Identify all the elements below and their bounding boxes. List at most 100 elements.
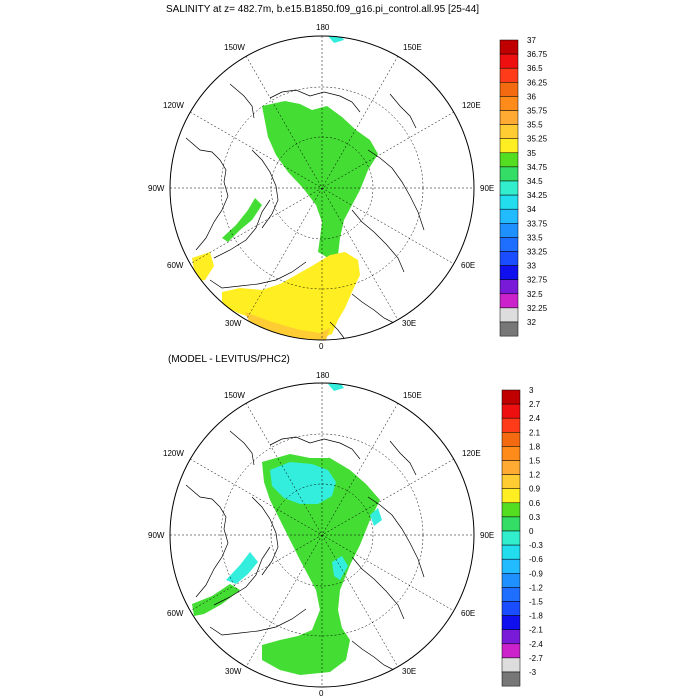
top-colorbar-label: 33.5 <box>527 233 543 242</box>
bottom-lon-label-120w: 120W <box>163 449 184 458</box>
bottom-diff-field-cyan-canada <box>270 462 336 504</box>
bottom-colorbar-label: 1.8 <box>529 442 541 451</box>
top-colorbar-swatch <box>499 237 519 252</box>
bottom-colorbar-label: 0.3 <box>529 513 541 522</box>
bottom-diff-field-cyan-spot <box>370 508 382 526</box>
top-panel-title: SALINITY at z= 482.7m, b.e15.B1850.f09_g… <box>166 4 480 15</box>
bottom-colorbar-swatch <box>501 516 521 532</box>
top-colorbar-label: 32.75 <box>527 276 548 285</box>
top-colorbar-swatch <box>499 124 519 139</box>
bottom-colorbar-label: -1.8 <box>529 612 543 621</box>
bottom-colorbar-label: 0.6 <box>529 499 541 508</box>
top-coastlines <box>185 83 425 339</box>
top-salinity-field-arctic <box>262 101 378 262</box>
top-colorbar-swatch <box>499 166 519 182</box>
bottom-colorbar-swatch <box>501 474 521 489</box>
bottom-colorbar-label: -3 <box>529 668 537 677</box>
bottom-colorbar-label: 2.1 <box>529 428 541 437</box>
top-colorbar-swatch <box>499 223 519 238</box>
top-lon-label-90e: 90E <box>480 184 494 193</box>
bottom-lon-label-30w: 30W <box>225 667 242 676</box>
bottom-colorbar-swatch <box>501 657 521 673</box>
top-colorbar-swatch <box>499 152 519 168</box>
top-colorbar-label: 35.75 <box>527 107 548 116</box>
top-colorbar-swatch <box>499 293 519 309</box>
bottom-lon-label-120e: 120E <box>462 449 481 458</box>
bottom-colorbar-swatch <box>501 615 521 630</box>
top-lon-label-60w: 60W <box>167 261 184 270</box>
top-colorbar-label: 32.25 <box>527 304 548 313</box>
bottom-colorbar-swatch <box>501 587 521 602</box>
top-colorbar-label: 34.25 <box>527 191 548 200</box>
top-colorbar-swatch <box>499 96 519 111</box>
top-salinity-field-nordic <box>222 252 360 338</box>
top-colorbar-swatch <box>499 82 519 97</box>
bottom-colorbar-swatch <box>501 629 521 645</box>
bottom-map-panel: 180 0 90W 90E 150W 150E 120W 120E 60W 60… <box>148 371 543 698</box>
top-lon-label-120e: 120E <box>462 101 481 110</box>
top-lon-label-180: 180 <box>316 23 330 32</box>
bottom-colorbar-swatch <box>501 502 521 518</box>
bottom-colorbar-label: 2.4 <box>529 414 541 423</box>
bottom-colorbar-label: 2.7 <box>529 400 541 409</box>
top-colorbar-label: 33 <box>527 262 536 271</box>
bottom-colorbar-swatch <box>501 558 521 574</box>
bottom-diff-field-green-baffin <box>192 584 240 616</box>
top-colorbar: 37 36.75 36.5 36.25 36 35.75 35.5 35.25 35 34.75 3… <box>499 36 548 337</box>
bottom-lon-label-90e: 90E <box>480 531 494 540</box>
bottom-lon-label-0: 0 <box>319 689 324 698</box>
bottom-colorbar-label: -0.9 <box>529 569 543 578</box>
bottom-lon-label-150e: 150E <box>403 391 422 400</box>
bottom-colorbar-label: -1.2 <box>529 583 543 592</box>
bottom-colorbar-label: 1.5 <box>529 457 541 466</box>
top-lon-label-30e: 30E <box>402 319 416 328</box>
bottom-colorbar-label: 0 <box>529 527 534 536</box>
top-colorbar-swatch <box>499 39 519 55</box>
bottom-colorbar-label: -2.7 <box>529 654 543 663</box>
top-colorbar-swatch <box>499 67 519 83</box>
bottom-colorbar-swatch <box>501 601 521 616</box>
bottom-colorbar-label: -0.6 <box>529 555 543 564</box>
bottom-colorbar-swatch <box>501 417 521 433</box>
bottom-colorbar-label: -0.3 <box>529 541 543 550</box>
bottom-colorbar-swatch <box>501 403 521 419</box>
bottom-map-boundary <box>169 382 475 688</box>
bottom-diff-field-cyan-labrador <box>226 552 258 584</box>
top-colorbar-swatch <box>499 279 519 295</box>
bottom-colorbar-label: -2.4 <box>529 640 543 649</box>
top-colorbar-label: 34.5 <box>527 177 543 186</box>
top-lon-label-0: 0 <box>319 342 324 351</box>
bottom-lon-label-60w: 60W <box>167 609 184 618</box>
top-colorbar-swatch <box>499 208 519 224</box>
bottom-panel-title: (MODEL - LEVITUS/PHC2) <box>168 354 290 365</box>
top-colorbar-label: 33.75 <box>527 219 548 228</box>
top-colorbar-swatch <box>499 53 519 69</box>
top-colorbar-swatch <box>499 110 519 125</box>
bottom-colorbar-label: 1.2 <box>529 471 541 480</box>
bottom-lon-label-30e: 30E <box>402 667 416 676</box>
bottom-coastlines <box>185 430 425 672</box>
top-colorbar-label: 36.75 <box>527 50 548 59</box>
bottom-lon-label-150w: 150W <box>224 391 245 400</box>
top-colorbar-label: 35.5 <box>527 121 543 130</box>
bottom-colorbar-swatch <box>501 530 521 546</box>
bottom-lon-label-180: 180 <box>316 371 330 380</box>
top-colorbar-label: 36.5 <box>527 64 543 73</box>
bottom-lon-label-90w: 90W <box>148 531 165 540</box>
top-lon-label-30w: 30W <box>225 319 242 328</box>
bottom-colorbar-swatch <box>501 544 521 560</box>
top-colorbar-label: 33.25 <box>527 248 548 257</box>
top-colorbar-label: 32 <box>527 318 536 327</box>
top-lon-label-120w: 120W <box>163 101 184 110</box>
bottom-colorbar-swatch <box>501 488 521 504</box>
top-colorbar-swatch <box>499 307 519 323</box>
top-map-panel: 180 0 90W 90E 150W 150E 120W 120E 60W 60… <box>148 23 548 351</box>
top-colorbar-label: 37 <box>527 36 536 45</box>
top-lon-label-90w: 90W <box>148 184 165 193</box>
bottom-diff-field-arctic <box>262 454 380 675</box>
top-lon-label-60e: 60E <box>461 261 475 270</box>
top-colorbar-swatch <box>499 321 519 337</box>
bottom-colorbar-swatch <box>501 671 521 687</box>
bottom-colorbar-swatch <box>501 460 521 475</box>
